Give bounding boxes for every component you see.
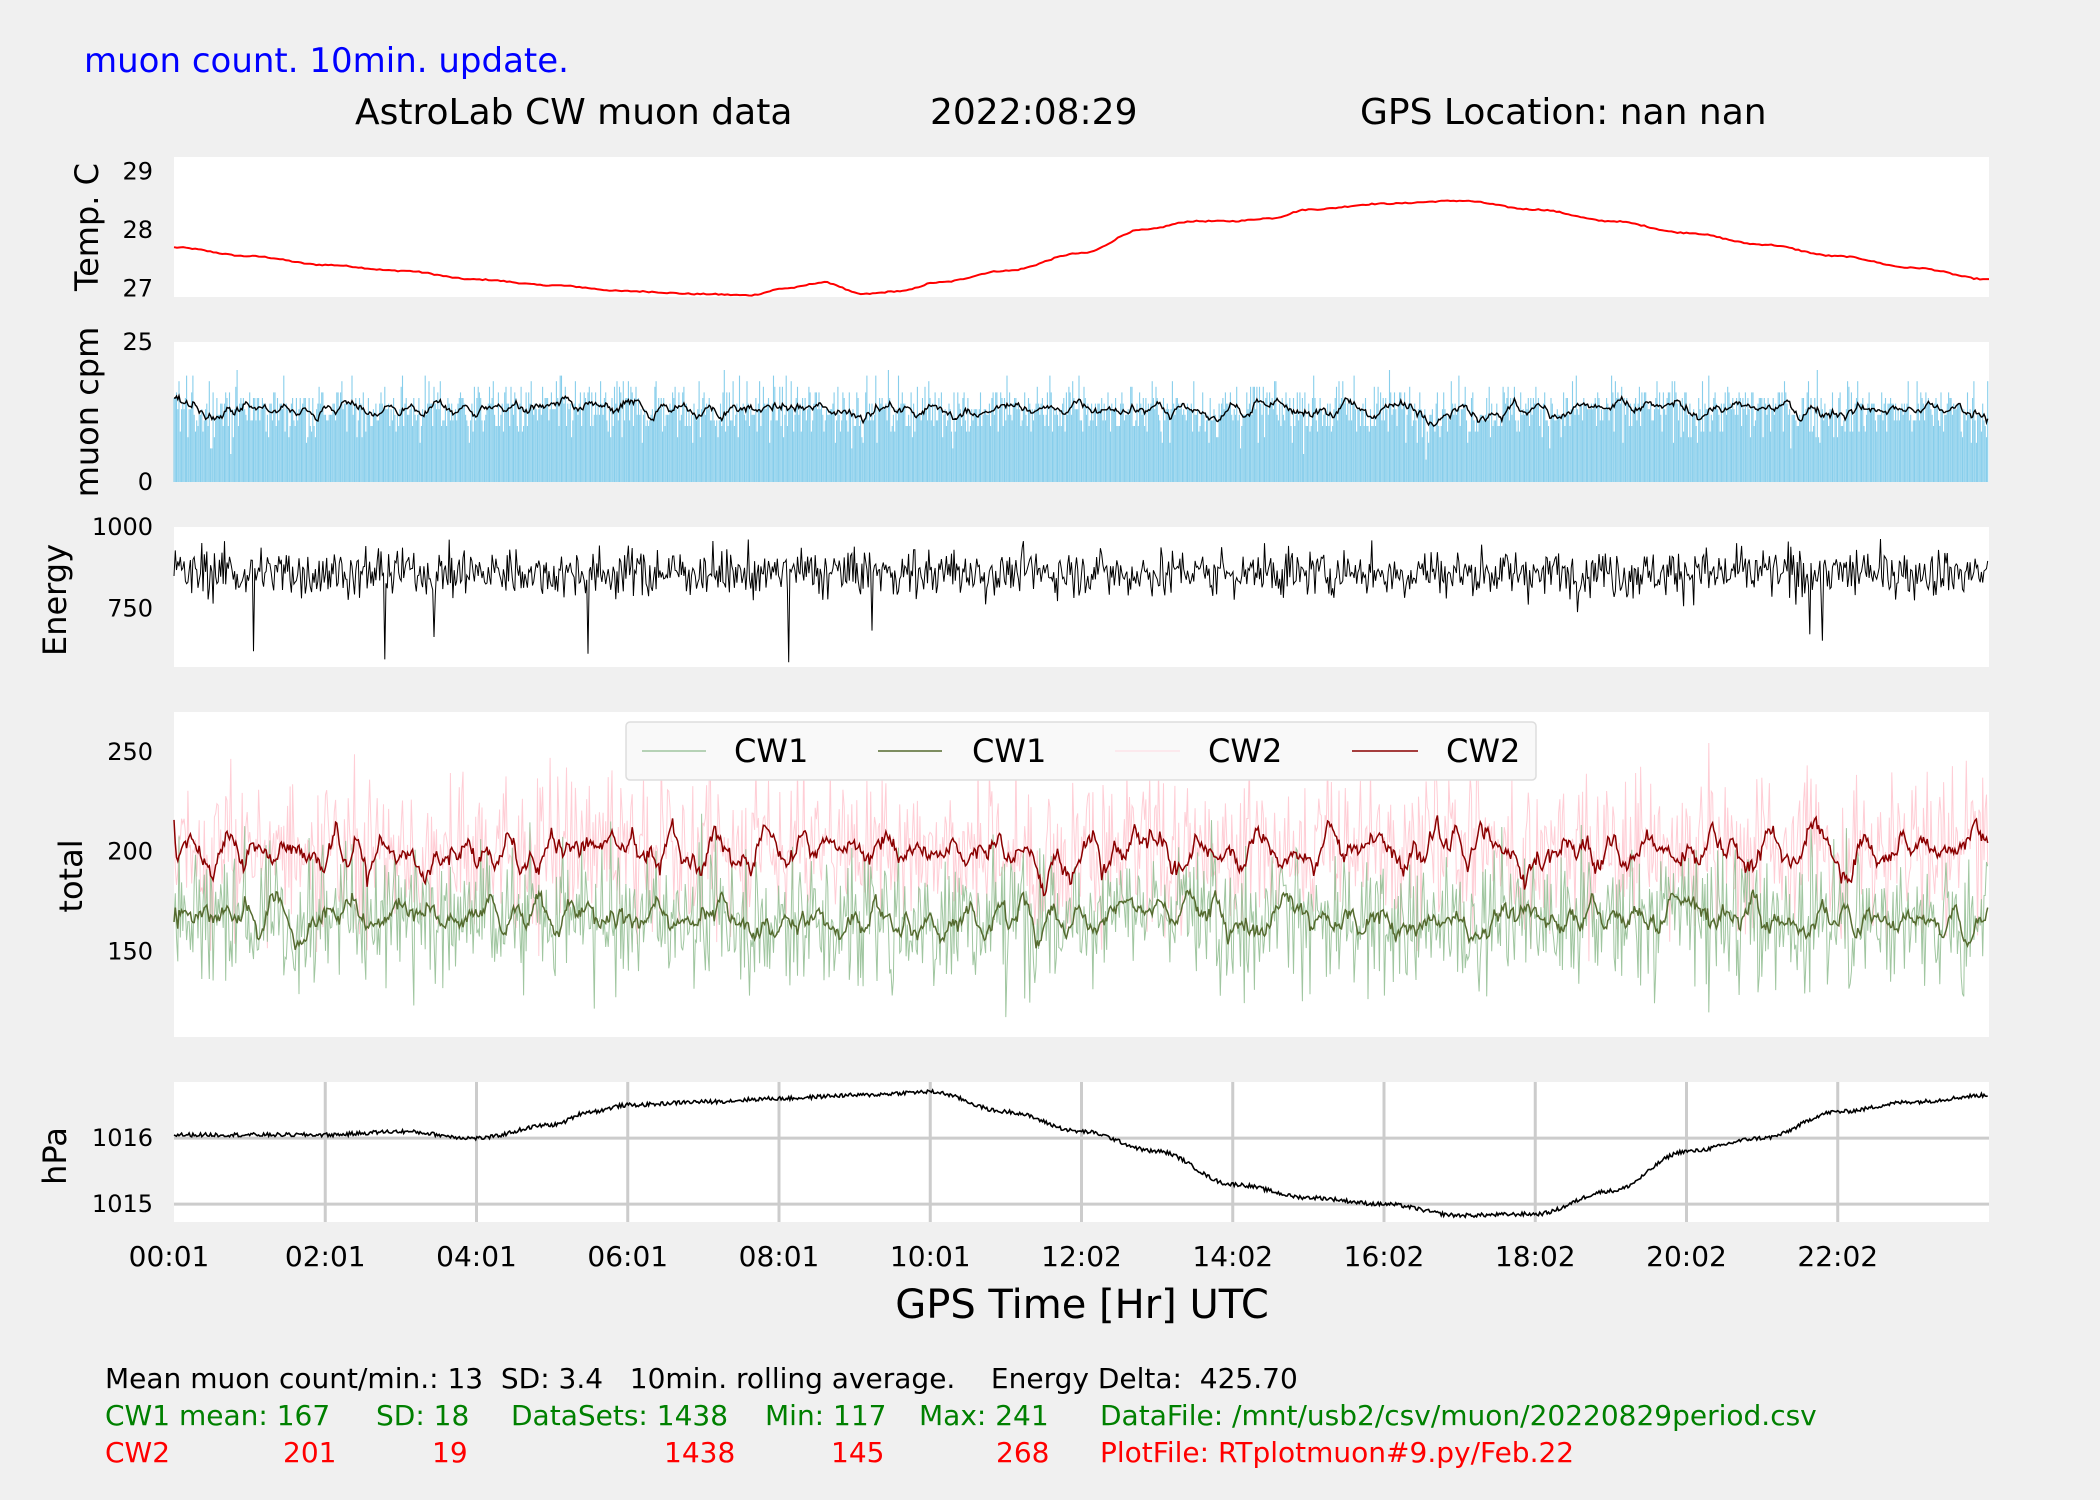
- energy-line: [173, 538, 1989, 663]
- cw2-min: 145: [831, 1436, 884, 1469]
- x-tick-label-2: 04:01: [436, 1240, 517, 1273]
- energy-ytick-0: 750: [107, 594, 153, 622]
- gps-location: GPS Location: nan nan: [1360, 92, 1767, 133]
- x-tick-label-3: 06:01: [587, 1240, 668, 1273]
- chart-title: AstroLab CW muon data: [355, 92, 792, 133]
- pressure-ytick-0: 1015: [92, 1190, 153, 1218]
- cw1-sd: SD: 18: [376, 1399, 469, 1432]
- cw2-max: 268: [996, 1436, 1049, 1469]
- cw1-mean: CW1 mean: 167: [105, 1399, 330, 1432]
- cw2-sd: 19: [432, 1436, 468, 1469]
- temp-ytick-0: 27: [122, 274, 153, 302]
- cw1-min: Min: 117: [765, 1399, 886, 1432]
- energy-panel: [174, 527, 1989, 667]
- muon-ylabel: muon cpm: [68, 327, 106, 498]
- cw2-datasets: 1438: [664, 1436, 735, 1469]
- x-tick-label-10: 20:02: [1646, 1240, 1727, 1273]
- x-tick-label-5: 10:01: [890, 1240, 971, 1273]
- cw2-label: CW2: [105, 1436, 170, 1469]
- legend-label-cw2-avg: CW2: [1446, 732, 1520, 770]
- legend-label-cw1-avg: CW1: [972, 732, 1046, 770]
- pressure-ytick-1: 1016: [92, 1124, 153, 1152]
- temp-ylabel: Temp. C: [68, 163, 106, 292]
- legend-label-cw1-raw: CW1: [734, 732, 808, 770]
- cw2-mean: 201: [283, 1436, 336, 1469]
- cw2-stats-row: CW2 201 19 1438 145 268 PlotFile: RTplot…: [105, 1436, 1574, 1469]
- muon-rolling-average: [174, 393, 1989, 427]
- energy-ylabel: Energy: [36, 544, 74, 656]
- x-tick-label-1: 02:01: [285, 1240, 366, 1273]
- pressure-ylabel: hPa: [36, 1127, 74, 1185]
- temp-ytick-1: 28: [122, 216, 153, 244]
- total-ylabel: total: [52, 839, 90, 912]
- x-tick-label-4: 08:01: [739, 1240, 820, 1273]
- total-ytick-1: 200: [107, 838, 153, 866]
- x-tick-label-9: 18:02: [1495, 1240, 1576, 1273]
- x-tick-label-11: 22:02: [1797, 1240, 1878, 1273]
- plot-file: PlotFile: RTplotmuon#9.py/Feb.22: [1100, 1436, 1574, 1469]
- x-tick-label-6: 12:02: [1041, 1240, 1122, 1273]
- muon-bars: [173, 370, 1989, 482]
- temp-ytick-2: 29: [122, 158, 153, 186]
- data-file: DataFile: /mnt/usb2/csv/muon/20220829per…: [1100, 1399, 1817, 1432]
- cw1-average-line: [173, 887, 1989, 951]
- legend-label-cw2-raw: CW2: [1208, 732, 1282, 770]
- x-tick-label-8: 16:02: [1344, 1240, 1425, 1273]
- energy-ytick-1: 1000: [92, 513, 153, 541]
- muon-ytick-1: 25: [122, 328, 153, 356]
- update-note: muon count. 10min. update.: [84, 41, 569, 81]
- temp-panel: [174, 157, 1989, 297]
- cw2-raw-line: [173, 742, 1989, 962]
- x-tick-label-0: 00:01: [129, 1240, 210, 1273]
- legend: CW1 CW1 CW2 CW2: [625, 721, 1537, 781]
- cw1-max: Max: 241: [919, 1399, 1049, 1432]
- total-ytick-0: 150: [107, 937, 153, 965]
- x-tick-label-7: 14:02: [1192, 1240, 1273, 1273]
- total-ytick-2: 250: [107, 738, 153, 766]
- muon-ytick-0: 0: [138, 468, 153, 496]
- cw1-raw-line: [173, 813, 1989, 1018]
- temp-line: [173, 199, 1989, 297]
- cw2-average-line: [173, 815, 1989, 897]
- chart-date: 2022:08:29: [930, 92, 1138, 133]
- pressure-line: [173, 1088, 1988, 1219]
- cw1-datasets: DataSets: 1438: [511, 1399, 728, 1432]
- x-axis-label: GPS Time [Hr] UTC: [895, 1282, 1269, 1328]
- stats-line-1: Mean muon count/min.: 13 SD: 3.4 10min. …: [105, 1362, 1298, 1395]
- cw1-stats-row: CW1 mean: 167 SD: 18 DataSets: 1438 Min:…: [105, 1399, 1817, 1432]
